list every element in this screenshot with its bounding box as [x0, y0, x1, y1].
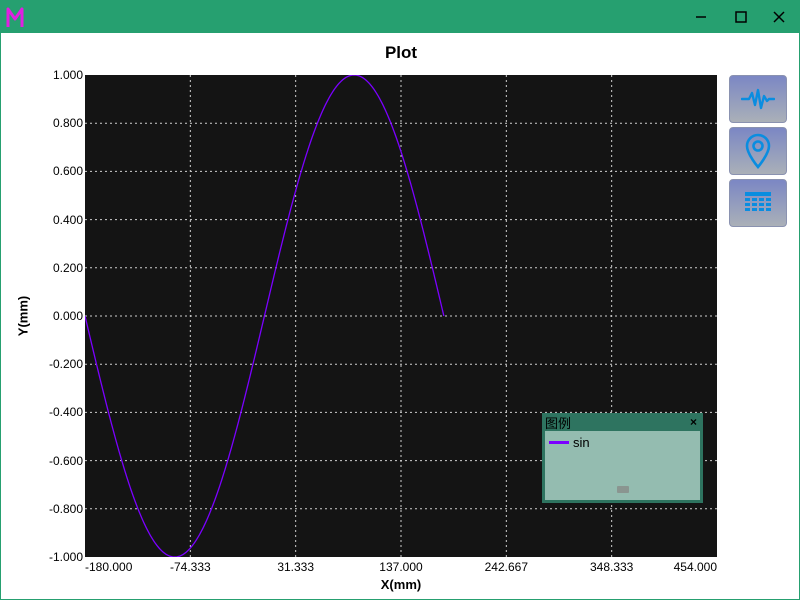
x-tick-label: -74.333: [169, 560, 211, 574]
y-tick-label: -0.600: [48, 453, 83, 468]
y-tick-label: -1.000: [48, 550, 83, 564]
x-axis-label: X(mm): [380, 577, 422, 592]
maximize-icon: [735, 11, 747, 23]
legend-item-label: sin: [573, 435, 590, 450]
y-tick-label: -0.200: [48, 357, 83, 372]
title-bar: [1, 1, 799, 33]
y-tick-label: -0.800: [48, 501, 83, 516]
y-tick-label: 0.000: [52, 309, 83, 323]
legend-swatch: [549, 441, 569, 444]
close-icon: [773, 11, 785, 23]
legend-title: 图例: [545, 415, 572, 431]
legend-close-button[interactable]: ×: [689, 415, 697, 429]
legend-body: sin: [545, 431, 700, 500]
y-tick-label: 0.400: [52, 212, 83, 227]
y-tick-label: 0.800: [52, 116, 83, 131]
y-tick-label: 1.000: [52, 68, 83, 82]
waveform-button[interactable]: [729, 75, 787, 123]
close-window-button[interactable]: [759, 1, 799, 33]
legend-item-sin[interactable]: sin: [549, 435, 590, 450]
grid-table-icon: [745, 192, 771, 211]
maximize-button[interactable]: [721, 1, 761, 33]
minimize-button[interactable]: [681, 1, 721, 33]
y-tick-label: 0.200: [52, 260, 83, 275]
location-button[interactable]: [729, 127, 787, 175]
x-tick-label: -180.000: [85, 560, 133, 574]
minimize-icon: [696, 16, 706, 18]
legend-header: 图例 ×: [545, 413, 700, 431]
x-tick-label: 454.000: [673, 560, 717, 574]
waveform-icon: [741, 88, 775, 110]
plot-title: Plot: [384, 43, 418, 62]
location-pin-icon: [745, 133, 771, 169]
series-line-sin: [85, 75, 445, 557]
table-button[interactable]: [729, 179, 787, 227]
x-tick-label: 348.333: [589, 560, 634, 574]
legend-scroll-handle[interactable]: [617, 486, 629, 493]
legend-panel[interactable]: 图例 × sin: [542, 413, 703, 503]
app-logo-icon: [6, 7, 24, 27]
x-tick-label: 31.333: [277, 560, 315, 574]
y-tick-label: 0.600: [52, 164, 83, 179]
y-tick-label: -0.400: [48, 405, 83, 420]
y-axis-label: Y(mm): [15, 295, 31, 337]
x-tick-label: 242.667: [484, 560, 529, 574]
x-tick-label: 137.000: [379, 560, 423, 574]
